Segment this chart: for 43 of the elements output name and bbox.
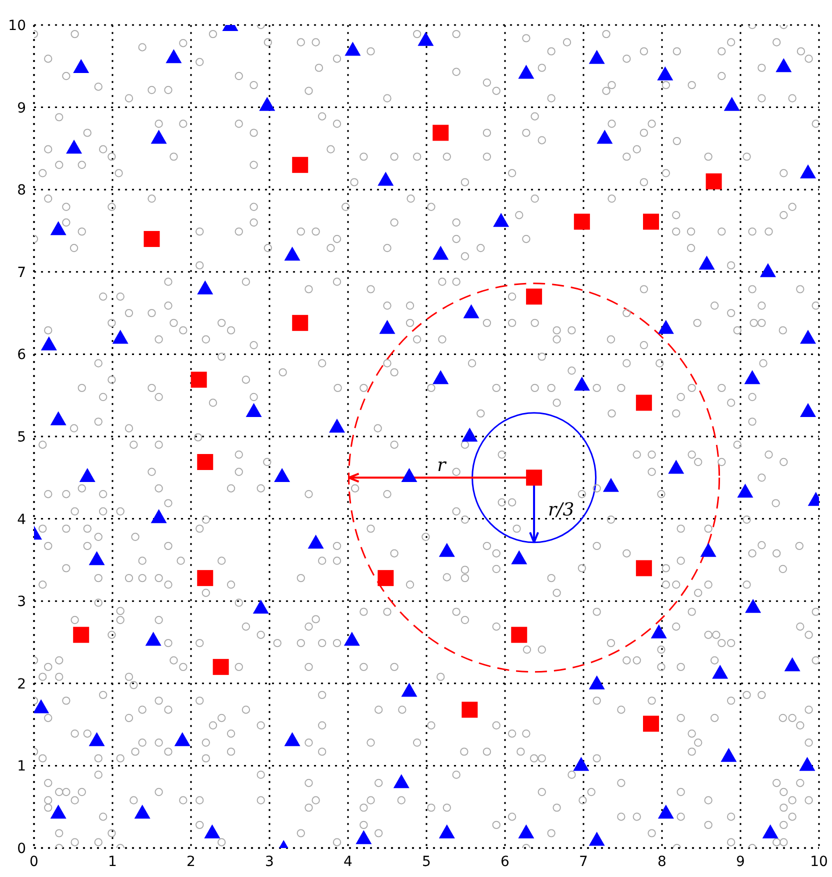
point xyxy=(292,156,308,173)
y-tick-label: 2 xyxy=(17,676,26,692)
x-tick-label: 6 xyxy=(500,854,510,870)
x-tick-label: 8 xyxy=(658,854,666,870)
x-tick-label: 10 xyxy=(810,854,828,870)
point xyxy=(643,716,660,732)
x-tick-label: 9 xyxy=(736,854,745,870)
point xyxy=(462,702,478,718)
y-tick-label: 7 xyxy=(17,264,26,281)
y-tick-label: 10 xyxy=(8,18,26,34)
x-tick-label: 0 xyxy=(30,854,38,870)
x-tick-label: 1 xyxy=(108,854,117,870)
y-tick-label: 1 xyxy=(17,758,26,775)
point xyxy=(197,570,214,586)
point xyxy=(212,658,229,675)
x-tick-label: 7 xyxy=(579,854,588,870)
point xyxy=(643,214,660,230)
point xyxy=(511,626,528,643)
y-tick-label: 5 xyxy=(17,429,26,446)
point xyxy=(292,314,308,331)
y-tick-label: 6 xyxy=(17,347,26,364)
annotation: r/3 xyxy=(548,500,574,521)
point xyxy=(73,626,90,643)
annotation: r xyxy=(437,455,448,476)
y-tick-label: 3 xyxy=(17,594,26,610)
point xyxy=(574,214,590,230)
point xyxy=(636,560,652,576)
point xyxy=(636,394,652,411)
point xyxy=(190,372,207,388)
x-tick-label: 4 xyxy=(344,854,353,870)
y-tick-label: 4 xyxy=(17,512,26,528)
y-tick-label: 8 xyxy=(17,182,26,199)
x-tick-label: 5 xyxy=(422,854,431,870)
x-tick-label: 3 xyxy=(265,854,274,870)
point xyxy=(144,230,160,247)
y-tick-label: 0 xyxy=(17,840,26,857)
point xyxy=(706,173,722,190)
y-tick-label: 9 xyxy=(17,100,26,116)
point xyxy=(378,570,394,586)
point xyxy=(526,288,542,305)
point xyxy=(432,124,449,141)
x-tick-label: 2 xyxy=(186,854,196,870)
point xyxy=(197,454,214,470)
